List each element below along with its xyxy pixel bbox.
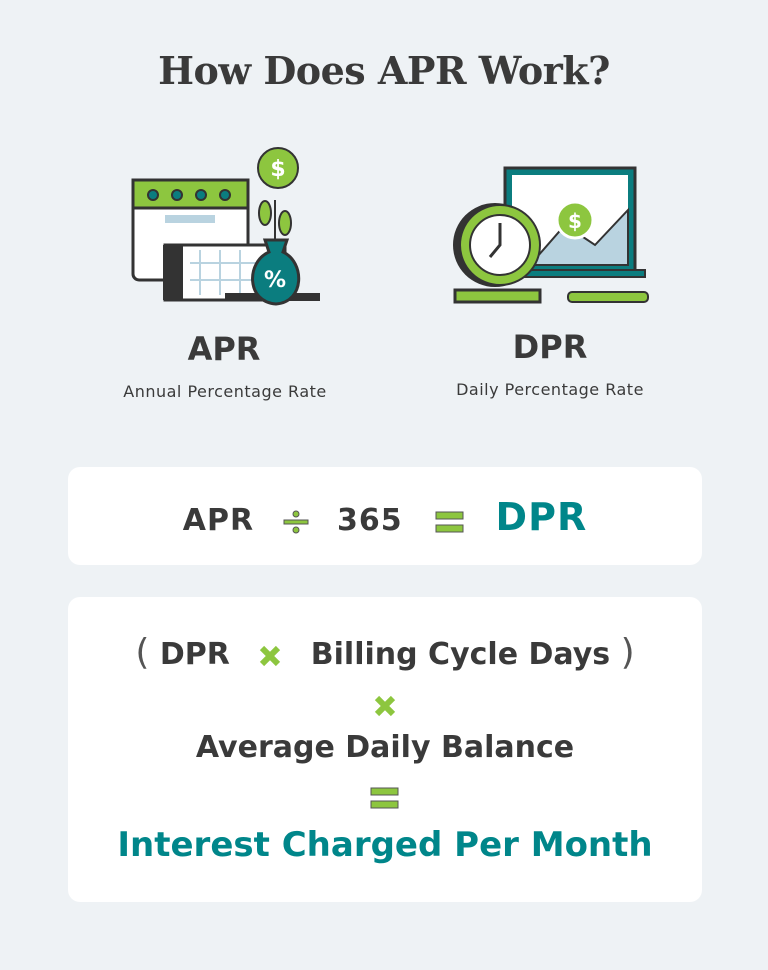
open-paren: ( [135, 632, 150, 673]
divide-icon [283, 510, 309, 533]
formula-interest-result: Interest Charged Per Month [117, 825, 653, 865]
dpr-full-name: Daily Percentage Rate [456, 380, 644, 399]
multiply-icon [374, 695, 396, 717]
close-paren: ) [620, 632, 635, 673]
dpr-label: DPR [512, 328, 588, 366]
svg-text:%: % [264, 268, 286, 293]
clock-laptop-icon: $ [453, 166, 649, 304]
svg-text:$: $ [270, 157, 285, 182]
formula-average-daily-balance: Average Daily Balance [195, 730, 575, 765]
formula-dpr: DPR [159, 637, 230, 672]
equals-icon [370, 787, 399, 809]
formula-interest-card: ( DPR Billing Cycle Days ) Average Daily… [68, 597, 702, 902]
multiply-icon [260, 645, 281, 666]
apr-full-name: Annual Percentage Rate [123, 382, 327, 401]
apr-label: APR [187, 330, 261, 368]
svg-text:$: $ [568, 209, 582, 233]
page-title: How Does APR Work? [158, 48, 610, 93]
formula-apr-to-dpr-card: APR 365 DPR [68, 467, 702, 565]
formula-apr: APR [182, 503, 255, 538]
formula-365: 365 [337, 503, 403, 538]
calendar-money-bag-icon: $ % [131, 147, 320, 306]
formula-dpr-result: DPR [495, 495, 588, 539]
formula-billing-cycle-days: Billing Cycle Days [310, 637, 611, 672]
equals-icon [435, 511, 464, 532]
